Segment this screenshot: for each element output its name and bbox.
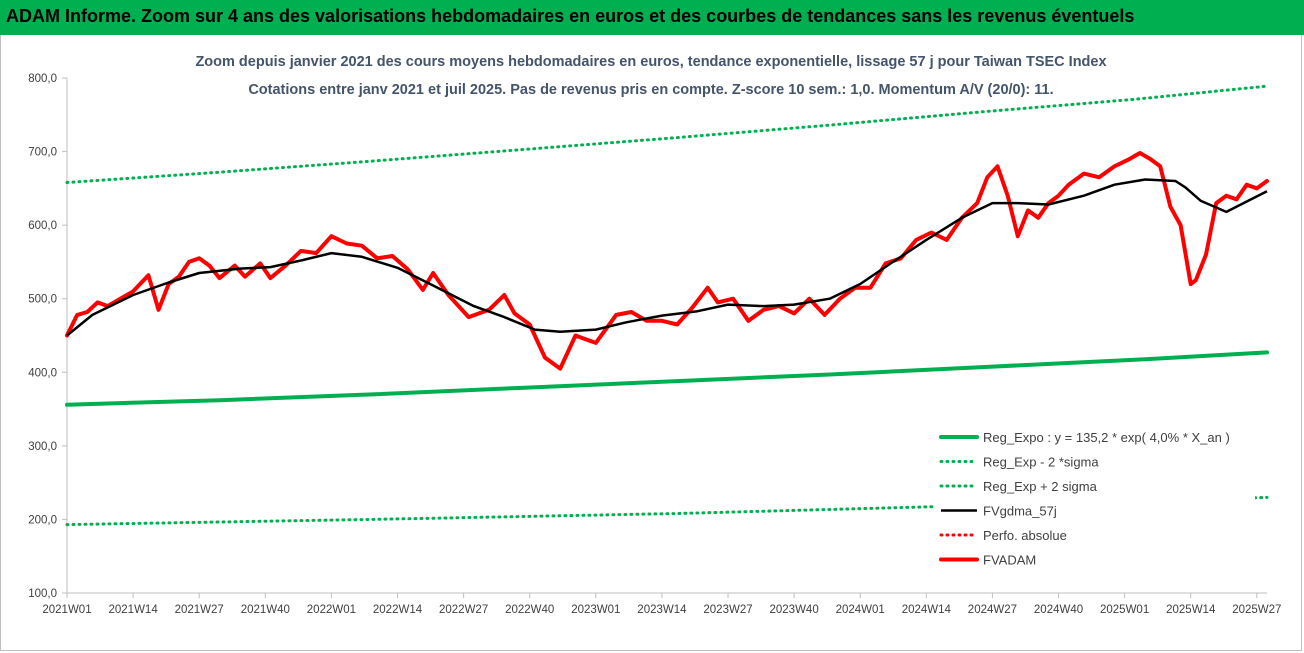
x-tick-label: 2023W14: [637, 604, 687, 616]
x-tick-label: 2021W14: [108, 604, 158, 616]
x-tick-label: 2022W14: [373, 604, 423, 616]
y-tick-label: 500,0: [28, 294, 57, 306]
x-tick-label: 2025W14: [1166, 604, 1216, 616]
y-tick-label: 800,0: [28, 73, 57, 85]
y-tick-label: 600,0: [28, 220, 57, 232]
report-banner-title: ADAM Informe. Zoom sur 4 ans des valoris…: [6, 6, 1135, 26]
x-tick-label: 2021W27: [175, 604, 224, 616]
chart-area: Zoom depuis janvier 2021 des cours moyen…: [0, 35, 1302, 651]
chart-title-group: Zoom depuis janvier 2021 des cours moyen…: [195, 54, 1106, 98]
x-tick-label: 2021W40: [241, 604, 290, 616]
legend-label-fvgdma: FVgdma_57j: [983, 504, 1057, 519]
axes-group: 100,0 200,0 300,0 400,0 500,0 600,0 700,0 800,0…: [28, 73, 1281, 616]
legend-label-reg-minus: Reg_Exp - 2 *sigma: [983, 455, 1099, 470]
chart-title-line-2: Cotations entre janv 2021 et juil 2025. …: [248, 82, 1053, 98]
series-line-fvgdma: [66, 178, 1268, 337]
legend-label-reg-expo: Reg_Expo : y = 135,2 * exp( 4,0% * X_an …: [983, 430, 1230, 445]
series-line-fvadam: [65, 151, 1269, 371]
y-tick-label: 400,0: [28, 367, 57, 379]
x-tick-label: 2024W14: [902, 604, 952, 616]
chart-title-line-1: Zoom depuis janvier 2021 des cours moyen…: [195, 54, 1106, 70]
x-tick-label: 2024W27: [968, 604, 1017, 616]
line-chart: Zoom depuis janvier 2021 des cours moyen…: [28, 54, 1281, 616]
legend: Reg_Expo : y = 135,2 * exp( 4,0% * X_an …: [935, 423, 1255, 576]
x-tick-label: 2025W27: [1232, 604, 1281, 616]
legend-label-fvadam: FVADAM: [983, 553, 1036, 568]
y-tick-label: 700,0: [28, 147, 57, 159]
y-tick-label: 200,0: [28, 514, 57, 526]
x-tick-label: 2022W40: [505, 604, 554, 616]
y-tick-label: 300,0: [28, 441, 57, 453]
legend-label-perfo: Perfo. absolue: [983, 528, 1067, 543]
x-tick-label: 2024W40: [1034, 604, 1083, 616]
x-tick-label: 2022W27: [439, 604, 488, 616]
legend-background: [935, 423, 1255, 576]
x-tick-label: 2022W01: [307, 604, 356, 616]
series-line-reg-expo: [65, 350, 1269, 407]
x-tick-label: 2023W27: [703, 604, 752, 616]
x-tick-label: 2021W01: [42, 604, 91, 616]
report-banner: ADAM Informe. Zoom sur 4 ans des valoris…: [0, 0, 1304, 35]
y-tick-label: 100,0: [28, 588, 57, 600]
x-tick-label: 2025W01: [1100, 604, 1149, 616]
series-line-reg-plus: [65, 84, 1269, 184]
x-tick-label: 2024W01: [836, 604, 885, 616]
legend-label-reg-plus: Reg_Exp + 2 sigma: [983, 479, 1098, 494]
x-tick-label: 2023W01: [571, 604, 620, 616]
x-tick-label: 2023W40: [770, 604, 819, 616]
